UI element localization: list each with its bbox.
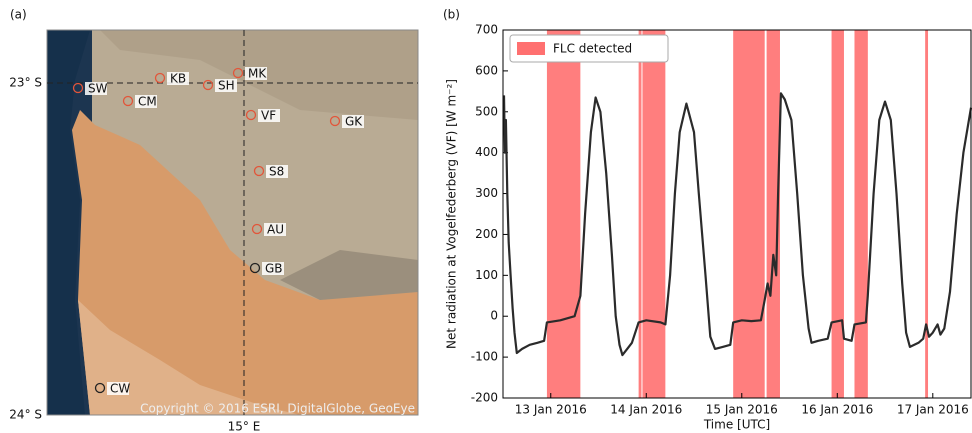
flc-band	[854, 30, 868, 398]
station-label-box	[167, 72, 189, 85]
y-tick-label: 500	[475, 104, 498, 118]
station-marker	[72, 82, 84, 94]
station-label: SH	[218, 79, 235, 93]
map-frame	[46, 29, 419, 416]
legend-label: FLC detected	[553, 42, 632, 56]
y-axis-label: Net radiation at Vogelfederberg (VF) [W …	[445, 79, 459, 349]
station-label: VF	[261, 109, 276, 123]
station-marker	[329, 115, 341, 127]
station-label: CW	[110, 382, 130, 396]
y-tick-label: 300	[475, 186, 498, 200]
x-tick-label: 13 Jan 2016	[515, 403, 587, 417]
flc-band	[733, 30, 765, 398]
y-tick-label: 100	[475, 268, 498, 282]
legend-swatch	[517, 42, 545, 55]
station-label: GB	[265, 262, 283, 276]
station-label-box	[107, 382, 129, 395]
y-tick-label: 200	[475, 227, 498, 241]
copyright: Copyright © 2016 ESRI, DigitalGlobe, Geo…	[140, 402, 415, 416]
x-tick-label: 17 Jan 2016	[897, 403, 969, 417]
lat-label: 24° S	[9, 408, 42, 422]
station-label-box	[258, 109, 280, 122]
x-tick-label: 16 Jan 2016	[801, 403, 873, 417]
station-label: MK	[248, 67, 267, 81]
station-marker	[251, 223, 263, 235]
y-tick-label: 400	[475, 145, 498, 159]
station-label-box	[135, 95, 157, 108]
y-tick-label: 600	[475, 63, 498, 77]
station-marker	[94, 382, 106, 394]
flc-band	[925, 30, 929, 398]
flc-band	[638, 30, 642, 398]
station-marker	[253, 165, 265, 177]
panel-label: (b)	[443, 8, 460, 22]
lat-label: 23° S	[9, 76, 42, 90]
flc-band	[831, 30, 844, 398]
station-label-box	[342, 115, 364, 128]
plot-frame	[502, 29, 972, 399]
y-tick-label: 700	[475, 23, 498, 37]
station-label-box	[85, 82, 107, 95]
station-marker	[232, 67, 244, 79]
y-tick-label: -200	[471, 391, 498, 405]
station-label: AU	[267, 223, 284, 237]
legend-box	[509, 34, 669, 63]
radiation-line	[502, 92, 972, 357]
station-label-box	[264, 223, 286, 236]
station-label: GK	[345, 115, 363, 129]
x-axis-label: Time [UTC]	[703, 418, 770, 432]
station-marker	[122, 95, 134, 107]
lon-label: 15° E	[228, 420, 261, 433]
station-marker	[202, 79, 214, 91]
station-marker	[245, 109, 257, 121]
panel-label: (a)	[10, 8, 27, 22]
y-tick-label: 0	[490, 309, 498, 323]
station-marker	[249, 262, 261, 274]
station-marker	[154, 72, 166, 84]
station-label-box	[262, 262, 284, 275]
station-label-box	[266, 165, 288, 178]
station-label: SW	[88, 82, 108, 96]
flc-band	[766, 30, 780, 398]
station-label-box	[245, 67, 267, 80]
station-label: CM	[138, 95, 157, 109]
y-tick-label: -100	[471, 350, 498, 364]
station-label: KB	[170, 72, 186, 86]
flc-band	[546, 30, 581, 398]
x-tick-label: 15 Jan 2016	[706, 403, 778, 417]
flc-band	[642, 30, 666, 398]
station-label-box	[215, 79, 237, 92]
x-tick-label: 14 Jan 2016	[610, 403, 682, 417]
station-label: S8	[269, 165, 284, 179]
